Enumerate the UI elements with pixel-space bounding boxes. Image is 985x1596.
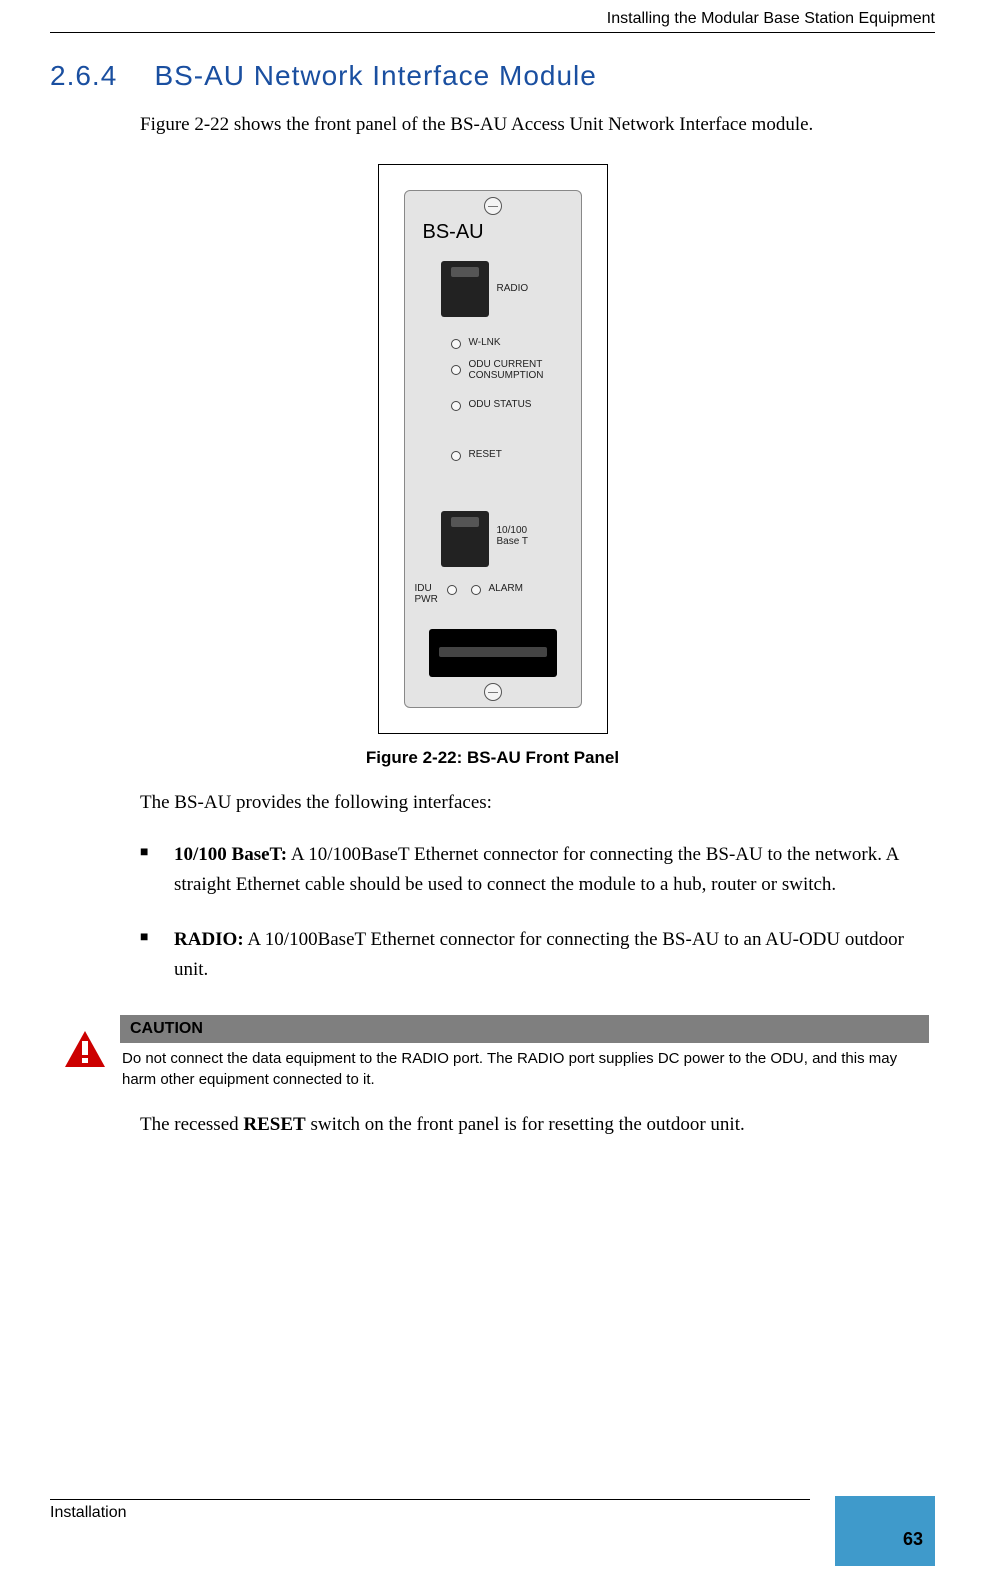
wlnk-label: W-LNK bbox=[469, 337, 501, 348]
section-title: BS-AU Network Interface Module bbox=[154, 60, 596, 92]
reset-pre: The recessed bbox=[140, 1114, 243, 1135]
list-item: 10/100 BaseT: A 10/100BaseT Ethernet con… bbox=[140, 840, 935, 901]
handle-icon bbox=[429, 629, 557, 677]
caution-icon bbox=[50, 1015, 120, 1069]
page-number: 63 bbox=[903, 1529, 923, 1550]
reset-led-icon bbox=[451, 451, 461, 461]
intro-paragraph: Figure 2-22 shows the front panel of the… bbox=[140, 110, 935, 139]
header-rule bbox=[50, 32, 935, 33]
bullet-list: 10/100 BaseT: A 10/100BaseT Ethernet con… bbox=[140, 840, 935, 986]
panel-face: BS-AU RADIO W-LNK ODU CURRENT CONSUMPTIO… bbox=[404, 190, 582, 708]
wlnk-led-icon bbox=[451, 339, 461, 349]
alarm-label: ALARM bbox=[489, 583, 523, 594]
odu-current-label: ODU CURRENT CONSUMPTION bbox=[469, 359, 544, 381]
odu-status-label: ODU STATUS bbox=[469, 399, 532, 410]
radio-port-icon bbox=[441, 261, 489, 317]
header-right-text: Installing the Modular Base Station Equi… bbox=[607, 10, 935, 28]
section-heading: 2.6.4 BS-AU Network Interface Module bbox=[50, 60, 935, 92]
page: Installing the Modular Base Station Equi… bbox=[0, 0, 985, 1596]
reset-bold: RESET bbox=[243, 1114, 305, 1135]
page-accent-strip bbox=[835, 1496, 935, 1506]
idu-pwr-label: IDU PWR bbox=[415, 583, 438, 605]
eth-label: 10/100 Base T bbox=[497, 525, 529, 547]
content-area: 2.6.4 BS-AU Network Interface Module Fig… bbox=[50, 60, 935, 1139]
panel-title: BS-AU bbox=[423, 221, 484, 244]
caution-title: CAUTION bbox=[120, 1015, 935, 1043]
radio-label: RADIO bbox=[497, 283, 529, 294]
bullet-tail: A 10/100BaseT Ethernet connector for con… bbox=[174, 929, 904, 980]
odu-current-led-icon bbox=[451, 365, 461, 375]
reset-paragraph: The recessed RESET switch on the front p… bbox=[140, 1110, 935, 1139]
reset-label: RESET bbox=[469, 449, 502, 460]
footer-rule bbox=[50, 1499, 810, 1500]
screw-bottom-icon bbox=[484, 683, 502, 701]
figure-wrapper: BS-AU RADIO W-LNK ODU CURRENT CONSUMPTIO… bbox=[343, 164, 643, 768]
bullet-head: RADIO: bbox=[174, 929, 244, 950]
caution-block: CAUTION Do not connect the data equipmen… bbox=[50, 1015, 935, 1090]
screw-top-icon bbox=[484, 197, 502, 215]
caution-text: Do not connect the data equipment to the… bbox=[120, 1043, 935, 1090]
footer-left: Installation bbox=[50, 1504, 127, 1522]
section-number: 2.6.4 bbox=[50, 60, 150, 92]
odu-status-led-icon bbox=[451, 401, 461, 411]
reset-post: switch on the front panel is for resetti… bbox=[306, 1114, 745, 1135]
alarm-led-icon bbox=[471, 585, 481, 595]
interfaces-intro: The BS-AU provides the following interfa… bbox=[140, 788, 935, 817]
figure-caption: Figure 2-22: BS-AU Front Panel bbox=[343, 748, 643, 768]
bs-au-panel: BS-AU RADIO W-LNK ODU CURRENT CONSUMPTIO… bbox=[378, 164, 608, 734]
ethernet-port-icon bbox=[441, 511, 489, 567]
caution-body: CAUTION Do not connect the data equipmen… bbox=[120, 1015, 935, 1090]
bullet-head: 10/100 BaseT: bbox=[174, 844, 287, 865]
list-item: RADIO: A 10/100BaseT Ethernet connector … bbox=[140, 925, 935, 986]
idu-pwr-led-icon bbox=[447, 585, 457, 595]
